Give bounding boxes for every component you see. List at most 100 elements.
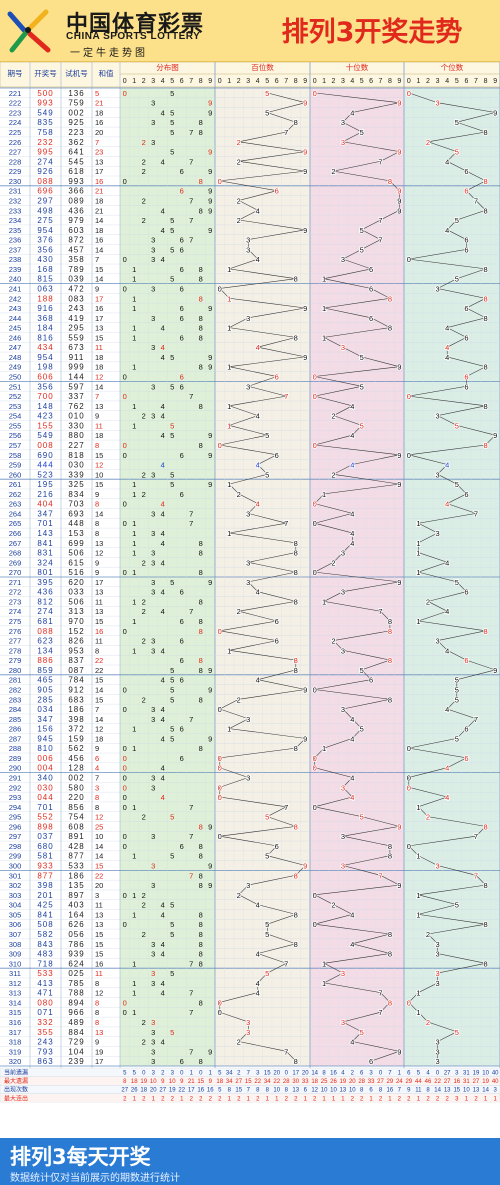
position-digit-units: 0 — [407, 89, 411, 98]
digit-header-tens-1: 1 — [322, 78, 326, 85]
position-digit-units: 5 — [455, 685, 459, 694]
winning-number: 148 — [37, 402, 53, 411]
test-number: 641 — [68, 148, 84, 157]
position-digit-hundreds: 8 — [294, 940, 298, 949]
stats-value-tens: 29 — [387, 1079, 394, 1085]
distribution-digit: 5 — [170, 353, 174, 362]
distribution-digit: 3 — [151, 1028, 155, 1037]
position-digit-units: 6 — [464, 167, 468, 176]
stats-value-dist: 9 — [209, 1079, 213, 1085]
position-digit-tens: 3 — [341, 705, 345, 714]
test-number: 884 — [68, 1028, 84, 1037]
distribution-digit: 6 — [180, 187, 184, 196]
winning-number: 718 — [37, 959, 53, 968]
issue-number: 238 — [9, 255, 22, 264]
test-number: 939 — [68, 950, 84, 959]
position-digit-units: 8 — [484, 920, 488, 929]
stats-value-units: 3 — [494, 1088, 498, 1094]
issue-number: 269 — [9, 558, 22, 567]
distribution-digit: 4 — [161, 940, 165, 949]
distribution-digit: 8 — [199, 920, 203, 929]
sum-value: 7 — [95, 255, 99, 264]
position-digit-units: 6 — [464, 333, 468, 342]
issue-number: 314 — [9, 998, 22, 1007]
test-number: 025 — [68, 969, 84, 978]
stats-value-hundreds: 2 — [294, 1096, 298, 1102]
sum-value: 18 — [95, 363, 103, 372]
stats-value-hundreds: 34 — [226, 1071, 233, 1077]
winning-number: 243 — [37, 1038, 53, 1047]
sum-value: 11 — [95, 597, 103, 606]
distribution-digit: 3 — [151, 343, 155, 352]
issue-number: 235 — [9, 226, 22, 235]
issue-number: 246 — [9, 333, 22, 342]
distribution-digit: 3 — [151, 1018, 155, 1027]
position-digit-units: 8 — [484, 881, 488, 890]
position-digit-tens: 3 — [341, 549, 345, 558]
stats-value-tens: 12 — [311, 1088, 318, 1094]
stats-value-dist: 10 — [150, 1079, 157, 1085]
distribution-digit: 7 — [189, 216, 193, 225]
position-digit-tens: 0 — [313, 764, 317, 773]
distribution-digit: 3 — [151, 236, 155, 245]
issue-number: 240 — [9, 275, 22, 284]
distribution-digit: 2 — [142, 1018, 146, 1027]
position-digit-tens: 3 — [341, 969, 345, 978]
position-digit-tens: 5 — [360, 666, 364, 675]
distribution-digit: 0 — [123, 705, 127, 714]
test-number: 624 — [68, 959, 84, 968]
stats-value-hundreds: 20 — [302, 1071, 309, 1077]
issue-number: 305 — [9, 910, 22, 919]
stats-row-bg — [0, 1067, 500, 1077]
distribution-digit: 1 — [132, 275, 136, 284]
distribution-digit: 8 — [199, 910, 203, 919]
issue-number: 310 — [9, 959, 22, 968]
stats-value-hundreds: 15 — [235, 1088, 242, 1094]
distribution-digit: 9 — [208, 363, 212, 372]
issue-number: 237 — [9, 245, 22, 254]
position-digit-units: 8 — [484, 441, 488, 450]
stats-value-tens: 18 — [311, 1079, 318, 1085]
position-digit-hundreds: 1 — [227, 363, 231, 372]
stats-value-units: 6 — [407, 1071, 411, 1077]
digit-header-dist-8: 8 — [199, 78, 203, 85]
distribution-digit: 0 — [123, 783, 127, 792]
issue-number: 316 — [9, 1018, 22, 1027]
position-digit-tens: 9 — [397, 196, 401, 205]
test-number: 891 — [68, 832, 84, 841]
sum-value: 5 — [95, 89, 99, 98]
distribution-digit: 1 — [132, 549, 136, 558]
issue-number: 297 — [9, 832, 22, 841]
position-digit-hundreds: 2 — [237, 157, 241, 166]
sum-value: 9 — [95, 490, 99, 499]
distribution-digit: 8 — [199, 206, 203, 215]
stats-value-dist: 0 — [142, 1071, 146, 1077]
position-digit-units: 5 — [455, 734, 459, 743]
issue-number: 273 — [9, 597, 22, 606]
stats-value-hundreds: 10 — [273, 1088, 280, 1094]
position-digit-hundreds: 8 — [294, 910, 298, 919]
test-number: 002 — [68, 773, 84, 782]
position-digit-tens: 9 — [397, 451, 401, 460]
position-digit-tens: 4 — [350, 910, 354, 919]
issue-number: 294 — [9, 803, 22, 812]
stats-value-units: 10 — [463, 1088, 470, 1094]
sum-value: 18 — [95, 734, 103, 743]
sum-value: 7 — [95, 773, 99, 782]
position-digit-units: 9 — [493, 431, 497, 440]
distribution-digit: 7 — [189, 715, 193, 724]
distribution-digit: 9 — [208, 353, 212, 362]
test-number: 339 — [68, 470, 84, 479]
test-number: 456 — [68, 754, 84, 763]
stats-value-hundreds: 20 — [273, 1071, 280, 1077]
stats-value-units: 13 — [473, 1088, 480, 1094]
sum-value: 15 — [95, 940, 103, 949]
issue-number: 262 — [9, 490, 22, 499]
position-digit-tens: 1 — [322, 959, 326, 968]
distribution-digit: 3 — [151, 118, 155, 127]
stats-value-dist: 1 — [133, 1096, 137, 1102]
sum-value: 16 — [95, 627, 103, 636]
stats-value-units: 19 — [473, 1071, 480, 1077]
position-digit-units: 4 — [445, 343, 449, 352]
